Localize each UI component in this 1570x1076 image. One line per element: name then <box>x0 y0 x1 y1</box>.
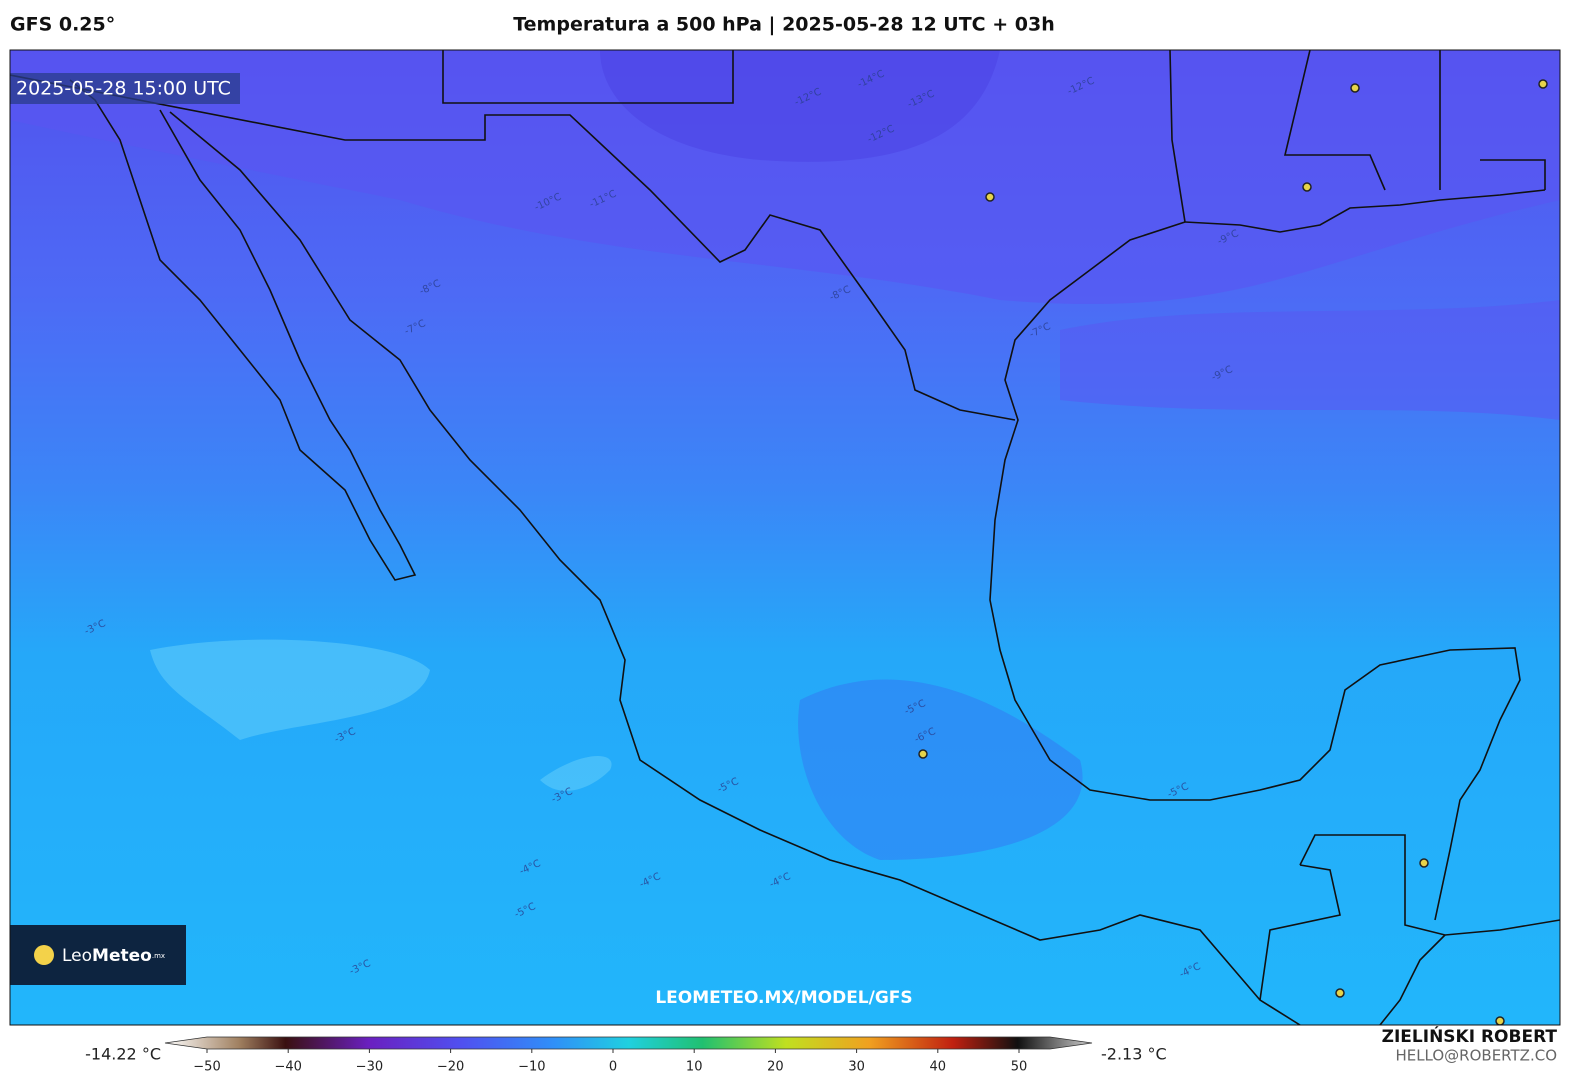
colorbar-tick-label: −40 <box>274 1060 301 1075</box>
email: HELLO@ROBERTZ.CO <box>1395 1047 1557 1065</box>
colorbar-tick-label: 40 <box>930 1060 947 1075</box>
colorbar-max: -2.13 °C <box>1101 1045 1167 1064</box>
title: Temperatura a 500 hPa | 2025-05-28 12 UT… <box>513 14 1055 36</box>
colorbar-tick-label: −20 <box>437 1060 464 1075</box>
cold-region <box>1060 300 1560 420</box>
timestamp: 2025-05-28 15:00 UTC <box>16 78 231 100</box>
colorbar-tick-label: −50 <box>193 1060 220 1075</box>
colorbar <box>164 1036 1093 1050</box>
map-frame <box>9 49 1561 1026</box>
warm-region <box>150 639 430 740</box>
timestamp-box <box>10 73 240 104</box>
logo-prefix: Leo <box>62 946 92 966</box>
colorbar-tick-label: −10 <box>518 1060 545 1075</box>
coastlines <box>10 50 1560 1025</box>
logo-text: LeoMeteo.mx <box>62 946 165 966</box>
colorbar-ticks: −50 −40 −30 −20 −10 0 10 20 30 40 50 <box>193 1049 1027 1075</box>
logo-sun <box>34 945 54 965</box>
colorbar-tick-label: 50 <box>1011 1060 1028 1075</box>
author: ZIELIŃSKI ROBERT <box>1382 1025 1558 1047</box>
map: -12°C-14°C-13°C-12°C-12°C-11°C-10°C-9°C-… <box>10 50 1560 1025</box>
colorbar-tick-label: 0 <box>609 1060 617 1075</box>
colorbar-tick-label: −30 <box>356 1060 383 1075</box>
colorbar-tick-label: 20 <box>767 1060 784 1075</box>
cold-core <box>600 50 1000 162</box>
cool-region <box>798 679 1083 860</box>
colorbar-tick-label: 30 <box>848 1060 865 1075</box>
warm-region <box>540 756 612 791</box>
colorbar-min: -14.22 °C <box>85 1045 161 1064</box>
city-markers <box>918 79 1548 1025</box>
watermark: LEOMETEO.MX/MODEL/GFS <box>655 988 912 1008</box>
cold-region <box>10 50 1560 304</box>
model-label: GFS 0.25° <box>10 14 115 36</box>
colorbar-tick-label: 10 <box>686 1060 703 1075</box>
logo-suffix: .mx <box>152 952 165 960</box>
logo-name: Meteo <box>92 946 152 966</box>
